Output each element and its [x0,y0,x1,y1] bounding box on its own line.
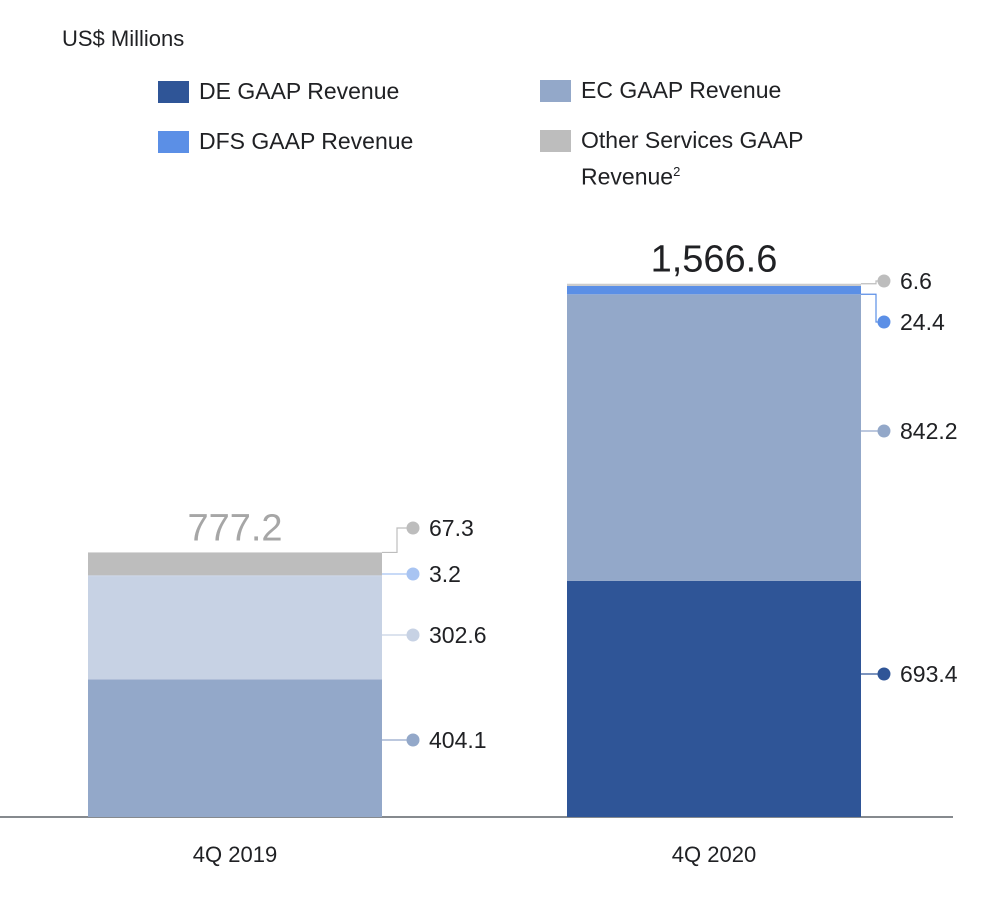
legend-label-de: DE GAAP Revenue [199,78,400,104]
label-dot-os_small-0 [406,567,420,581]
total-label-1: 1,566.6 [651,239,778,281]
label-dot-dfs-1 [877,315,891,329]
data-label-ec-1: 842.2 [900,418,958,444]
legend-swatch-de [158,81,189,103]
bar-segment-ec-1 [567,294,861,581]
legend-label-os: Other Services GAAP Revenue [581,127,803,190]
bar-segment-os-0 [88,552,382,576]
bar-segment-dfs-0 [88,576,382,680]
leader-line-os-0 [382,527,413,554]
label-dot-ec-1 [877,424,891,438]
total-label-0: 777.2 [187,507,282,549]
label-dot-ec-0 [406,733,420,747]
legend-item-ec: EC GAAP Revenue [540,75,781,106]
bar-segment-de-1 [567,580,861,817]
category-label-0: 4Q 2019 [193,842,277,867]
data-label-os-0: 67.3 [429,515,474,541]
legend-label-ec: EC GAAP Revenue [581,77,782,103]
legend-item-de: DE GAAP Revenue [158,76,399,107]
legend-label-dfs: DFS GAAP Revenue [199,128,414,154]
legend-item-dfs: DFS GAAP Revenue [158,126,413,157]
label-dot-os-1 [877,274,891,288]
bar-segment-os_small-0 [88,575,382,577]
legend-swatch-dfs [158,131,189,153]
data-label-os-1: 6.6 [900,268,932,294]
data-label-dfs-0: 302.6 [429,622,487,648]
data-label-ec-0: 404.1 [429,727,487,753]
bar-segment-os-1 [567,283,861,286]
legend-item-os: Other Services GAAP Revenue2 [540,125,840,193]
label-dot-de-1 [877,667,891,681]
legend-label-os-wrap: Other Services GAAP Revenue2 [581,125,840,193]
bar-segment-ec-0 [88,679,382,817]
unit-label: US$ Millions [62,26,185,51]
bar-segment-dfs-1 [567,285,861,295]
data-label-dfs-1: 24.4 [900,309,945,335]
label-dot-dfs-0 [406,628,420,642]
legend-swatch-ec [540,80,571,102]
data-label-os_small-0: 3.2 [429,561,461,587]
legend-swatch-os [540,130,571,152]
data-label-de-1: 693.4 [900,661,958,687]
label-dot-os-0 [406,521,420,535]
category-label-1: 4Q 2020 [672,842,756,867]
legend-footnote-os: 2 [673,164,681,179]
